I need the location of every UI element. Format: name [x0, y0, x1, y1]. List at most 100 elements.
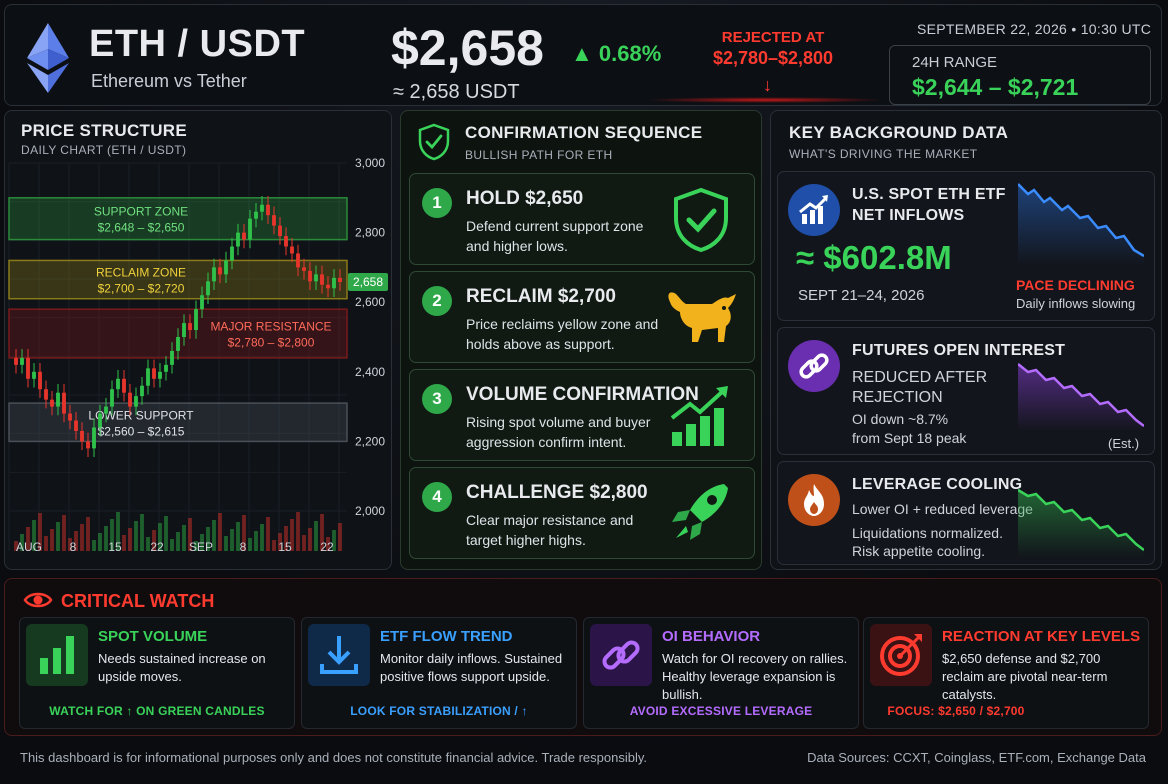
volume-bar: [200, 534, 204, 551]
etf-trend-chart: [1018, 183, 1144, 266]
oi-estimate-label: (Est.): [1108, 436, 1140, 451]
candle-body: [44, 389, 48, 400]
volume-bar: [50, 529, 54, 551]
volume-bar: [188, 518, 192, 551]
candle-body: [74, 420, 78, 431]
zone-band: [8, 197, 348, 241]
candle-body: [122, 378, 126, 393]
oi-title: FUTURES OPEN INTEREST: [852, 342, 1066, 359]
volume-bar: [194, 541, 198, 551]
candle-body: [260, 204, 264, 212]
x-tick-label: 8: [70, 540, 77, 554]
leverage-card[interactable]: LEVERAGE COOLING Lower OI + reduced leve…: [777, 461, 1155, 565]
candle-body: [146, 368, 150, 386]
step-title: RECLAIM $2,700: [466, 286, 616, 307]
watch-card-spot-volume[interactable]: SPOT VOLUME Needs sustained increase on …: [19, 617, 295, 729]
etf-title-line2: NET INFLOWS: [852, 207, 965, 224]
price-usdt: ≈ 2,658 USDT: [393, 81, 520, 103]
candle-body: [80, 430, 84, 442]
volume-bar: [98, 533, 102, 551]
volume-bar: [218, 513, 222, 551]
candle-body: [176, 337, 180, 351]
candle-body: [194, 309, 198, 331]
zone-label: MAJOR RESISTANCE: [210, 320, 331, 334]
x-tick-label: 15: [278, 540, 292, 554]
x-tick-label: 15: [108, 540, 122, 554]
volume-bar: [44, 536, 48, 551]
candle-body: [182, 323, 186, 337]
open-interest-card[interactable]: FUTURES OPEN INTEREST REDUCED AFTER REJE…: [777, 327, 1155, 455]
volume-bar: [116, 512, 120, 551]
rocket-icon: [672, 484, 728, 540]
candle-body: [230, 246, 234, 261]
rejected-line2: $2,780–$2,800: [712, 48, 834, 68]
volume-bar: [20, 534, 24, 551]
volume-bar: [56, 522, 60, 551]
volume-bar: [266, 517, 270, 551]
volume-bar: [308, 528, 312, 551]
candle-body: [38, 371, 42, 390]
zone-range: $2,780 – $2,800: [228, 336, 315, 350]
step-card[interactable]: 2 RECLAIM $2,700 Price reclaims yellow z…: [409, 271, 755, 363]
step-number: 1: [422, 188, 452, 218]
volume-bar: [164, 516, 168, 551]
volume-bar: [260, 524, 264, 551]
key-data-panel: KEY BACKGROUND DATA WHAT'S DRIVING THE M…: [770, 110, 1162, 570]
step-title: VOLUME CONFIRMATION: [466, 384, 699, 405]
candle-body: [26, 357, 30, 379]
volume-bar: [38, 513, 42, 551]
step-number: 2: [422, 286, 452, 316]
shield-check-icon: [674, 187, 728, 253]
target-icon: [870, 624, 932, 686]
candle-body: [254, 211, 258, 219]
zone-range: $2,648 – $2,650: [98, 221, 185, 235]
volume-bar: [86, 517, 90, 551]
zone-range: $2,700 – $2,720: [98, 282, 185, 296]
volume-bar: [230, 529, 234, 551]
volume-bar: [146, 537, 150, 551]
range-value: $2,644 – $2,721: [912, 74, 1079, 100]
datetime: SEPTEMBER 22, 2026 • 10:30 UTC: [917, 21, 1152, 37]
confirmation-subtitle: BULLISH PATH FOR ETH: [465, 148, 613, 162]
volume-bar: [104, 526, 108, 551]
volume-bar: [338, 523, 342, 551]
candle-body: [20, 357, 24, 365]
oi-note: OI down ~8.7% from Sept 18 peak: [852, 410, 966, 448]
link-icon: [788, 340, 840, 392]
watch-description: Monitor daily inflows. Sustained positiv…: [380, 651, 563, 684]
candle-body: [164, 364, 168, 372]
price-chart[interactable]: SUPPORT ZONE $2,648 – $2,650 RECLAIM ZONE $…: [5, 111, 393, 571]
volume-bar: [110, 519, 114, 551]
disclaimer: This dashboard is for informational purp…: [20, 750, 648, 765]
step-card[interactable]: 1 HOLD $2,650 Defend current support zon…: [409, 173, 755, 265]
volume-bar: [140, 514, 144, 551]
bar-chart-icon: [26, 624, 88, 686]
candle-body: [290, 246, 294, 254]
critical-watch-panel: CRITICAL WATCH SPOT VOLUME Needs sustain…: [4, 578, 1162, 736]
leverage-title: LEVERAGE COOLING: [852, 476, 1023, 493]
watch-footer: AVOID EXCESSIVE LEVERAGE: [629, 704, 813, 718]
download-icon: [308, 624, 370, 686]
volume-bar: [224, 536, 228, 551]
step-card[interactable]: 3 VOLUME CONFIRMATION Rising spot volume…: [409, 369, 755, 461]
step-card[interactable]: 4 CHALLENGE $2,800 Clear major resistanc…: [409, 467, 755, 559]
volume-bar: [32, 520, 36, 551]
step-title: HOLD $2,650: [466, 188, 584, 209]
volume-bar: [122, 535, 126, 551]
volume-bar: [332, 530, 336, 551]
watch-card-etf-flow[interactable]: ETF FLOW TREND Monitor daily inflows. Su…: [301, 617, 577, 729]
oi-note-line2: from Sept 18 peak: [852, 430, 967, 446]
data-sources: Data Sources: CCXT, Coinglass, ETF.com, …: [807, 750, 1146, 765]
etf-inflows-card[interactable]: U.S. SPOT ETH ETF NET INFLOWS ≈ $602.8M …: [777, 171, 1155, 321]
step-number: 4: [422, 482, 452, 512]
candle-body: [296, 253, 300, 268]
leverage-notes: Liquidations normalized. Risk appetite c…: [852, 524, 1003, 560]
watch-card-key-levels[interactable]: REACTION AT KEY LEVELS $2,650 defense an…: [863, 617, 1149, 729]
candle-body: [158, 371, 162, 379]
candle-body: [284, 236, 288, 247]
candle-body: [68, 413, 72, 421]
watch-card-oi-behavior[interactable]: OI BEHAVIOR Watch for OI recovery on ral…: [583, 617, 859, 729]
volume-bar: [284, 526, 288, 551]
current-price-tag-label: 2,658: [353, 275, 383, 289]
